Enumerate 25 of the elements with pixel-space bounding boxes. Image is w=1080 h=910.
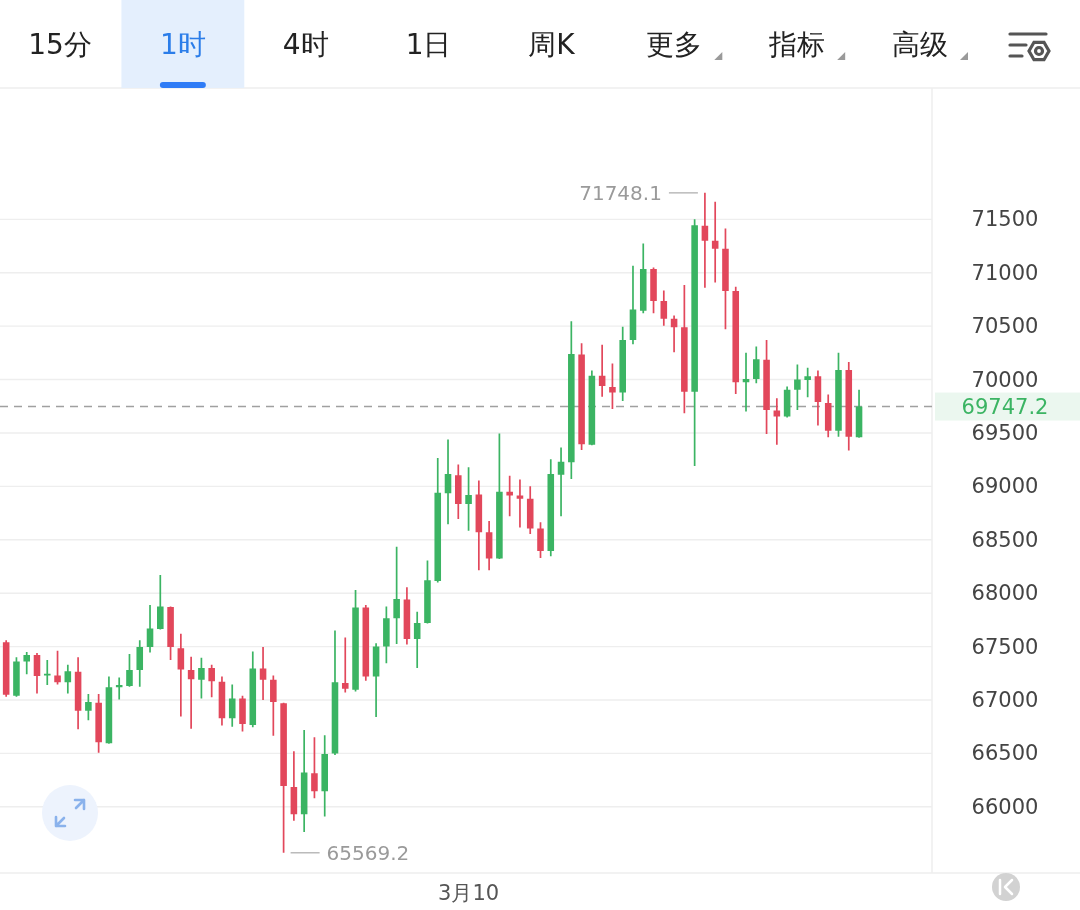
y-tick-label: 66500 (971, 741, 1039, 766)
tab-label: 指标 (769, 27, 846, 61)
y-tick-label: 66000 (971, 794, 1039, 819)
x-tick-label: 3月10 (438, 881, 500, 905)
y-tick-label: 67500 (971, 634, 1039, 659)
y-tick-label: 67000 (971, 687, 1039, 712)
y-tick-label: 68500 (971, 527, 1039, 552)
tab-selected: 1时 (121, 0, 245, 88)
y-tick-label: 70000 (971, 367, 1039, 392)
price-label: 69747.2 (935, 392, 1080, 421)
annotation: 71748.1 (579, 180, 662, 205)
tab-label: 4时 (282, 27, 329, 61)
y-tick-label: 71500 (971, 207, 1039, 232)
tab-label: 高级 (892, 27, 968, 61)
y-tick-label: 68000 (971, 581, 1039, 606)
tab-label: 周K (528, 27, 575, 61)
y-tick-label: 70500 (971, 314, 1039, 339)
y-tick-label: 69500 (971, 420, 1039, 445)
annotation: 65569.2 (326, 840, 410, 865)
tab-label: 15分 (28, 27, 92, 61)
y-tick-label: 69000 (971, 474, 1039, 499)
y-tick-label: 71000 (971, 260, 1039, 285)
tab-label: 更多 (646, 27, 723, 61)
tab-label: 1日 (405, 27, 452, 61)
ref-line-label: 69747.2 (961, 394, 1049, 419)
